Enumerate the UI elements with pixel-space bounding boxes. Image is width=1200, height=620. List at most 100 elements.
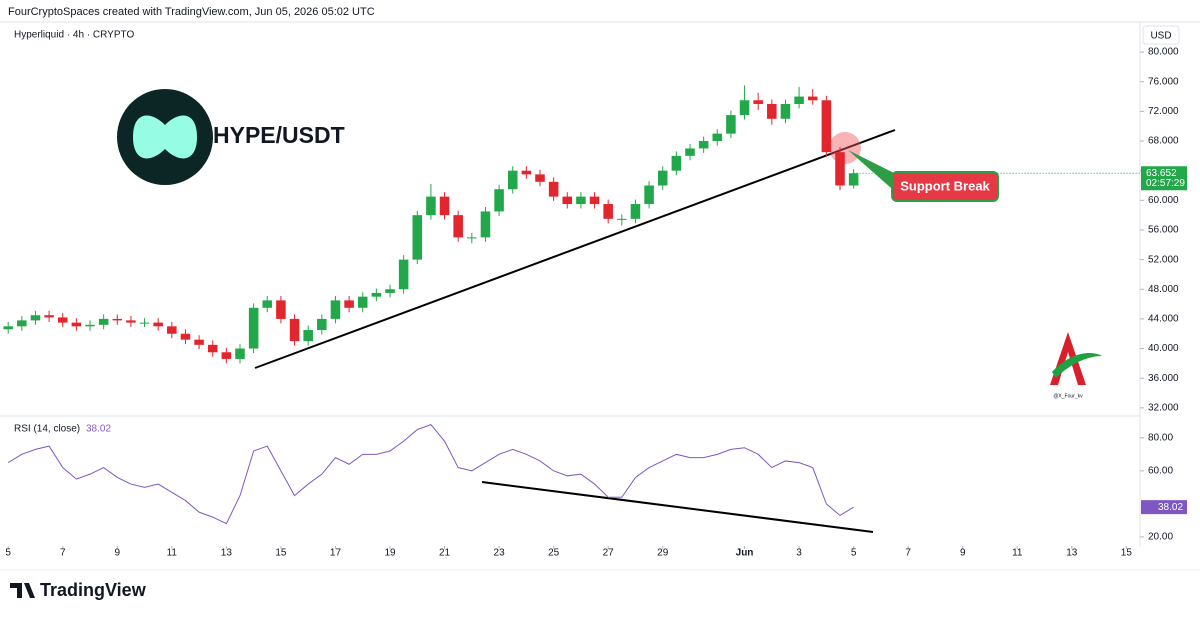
x-tick-label: 21 <box>439 548 451 559</box>
y-tick-label: 52.000 <box>1148 254 1179 265</box>
y-tick-label: 36.000 <box>1148 373 1179 384</box>
candle-body <box>494 189 504 212</box>
x-tick-label: Jun <box>736 548 754 559</box>
break-marker <box>829 132 861 164</box>
candle-body <box>685 148 695 156</box>
symbol: Hyperliquid · 4h · CRYPTO <box>14 30 134 41</box>
rsi-tag <box>1141 500 1187 515</box>
x-tick-label: 11 <box>1012 548 1023 559</box>
x-tick-label: 9 <box>960 548 966 559</box>
candle-body <box>112 318 123 321</box>
watermark-handle: @X_Four_kv <box>1053 393 1083 399</box>
candle-body <box>85 324 95 327</box>
candle-body <box>767 103 777 119</box>
candle-body <box>807 96 818 101</box>
x-tick-label: 9 <box>114 548 120 559</box>
candle-body <box>126 320 136 323</box>
x-tick-label: 7 <box>60 548 66 559</box>
callout-box <box>891 171 999 202</box>
y-tick-label: 80.000 <box>1148 47 1179 58</box>
candle-body <box>412 215 423 260</box>
currency-box <box>1142 25 1180 45</box>
y-tick-label: 48.000 <box>1148 284 1179 295</box>
candle-body <box>276 300 286 319</box>
candle-body <box>153 322 163 327</box>
rsi-line <box>7 424 854 525</box>
candle-body <box>644 185 654 205</box>
candle-body <box>753 100 763 104</box>
candle-body <box>357 296 368 308</box>
candle-body <box>139 322 150 324</box>
candle-body <box>467 237 477 239</box>
candle-body <box>617 218 627 220</box>
x-tick-label: 27 <box>603 548 615 559</box>
candle-body <box>57 317 68 323</box>
y-tick-label: 44.000 <box>1148 314 1179 325</box>
callout-pointer <box>848 150 900 196</box>
x-tick-label: 15 <box>1121 548 1133 559</box>
candle-body <box>289 318 300 342</box>
rsi-tag-value: 38.02 <box>1158 502 1183 513</box>
y-tick-label: 60.00 <box>1148 465 1173 476</box>
candle-body <box>821 100 832 153</box>
candle-body <box>3 326 13 330</box>
candle-body <box>603 204 613 219</box>
candle-body <box>235 348 245 359</box>
x-tick-label: 13 <box>221 548 233 559</box>
candle-body <box>589 196 600 205</box>
y-tick-label: 60.000 <box>1148 195 1179 206</box>
candle-body <box>71 322 82 327</box>
x-tick-label: 15 <box>275 548 287 559</box>
x-tick-label: 29 <box>657 548 669 559</box>
candle-body <box>480 211 491 238</box>
y-tick-label: 76.000 <box>1148 76 1179 87</box>
candle-body <box>671 155 682 171</box>
x-tick-label: 11 <box>167 548 178 559</box>
candle-body <box>794 96 804 104</box>
trendline <box>254 129 896 369</box>
candle-body <box>207 344 218 353</box>
candle-body <box>30 315 41 321</box>
attribution: FourCryptoSpaces created with TradingVie… <box>8 6 375 18</box>
y-tick-label: 72.000 <box>1148 106 1179 117</box>
candle-body <box>194 339 204 345</box>
pair-title: HYPE/USDT <box>213 122 345 148</box>
candle-body <box>180 333 191 340</box>
candle-body <box>385 289 395 293</box>
candle-body <box>303 330 313 342</box>
candle-body <box>698 141 709 149</box>
x-tick-label: 3 <box>796 548 802 559</box>
brand-logo <box>10 583 35 598</box>
candle-body <box>726 115 736 134</box>
x-tick-label: 19 <box>384 548 396 559</box>
y-tick-label: 40.000 <box>1148 343 1179 354</box>
x-tick-label: 5 <box>5 548 11 559</box>
rsi-title: RSI (14, close) <box>14 424 80 435</box>
y-tick-label: 20.00 <box>1148 532 1173 543</box>
candle-body <box>371 292 382 297</box>
candle-body <box>221 352 232 359</box>
candle-body <box>453 215 463 238</box>
watermark-swoosh <box>1052 353 1102 378</box>
candle-body <box>262 300 273 308</box>
candle-body <box>712 133 723 142</box>
candle-body <box>317 318 327 331</box>
candle-body <box>848 173 859 186</box>
last-price-tag <box>1141 166 1187 191</box>
candle-body <box>780 103 791 119</box>
rsi-trendline <box>481 481 874 533</box>
last-price: 63.652 <box>1146 168 1177 179</box>
candle-body <box>330 300 341 319</box>
x-tick-label: 5 <box>851 548 857 559</box>
x-tick-label: 13 <box>1066 548 1078 559</box>
candle-body <box>835 152 845 186</box>
y-tick-label: 80.00 <box>1148 432 1173 443</box>
candle-body <box>17 320 27 327</box>
candle-body <box>344 300 354 308</box>
y-tick-label: 32.000 <box>1148 402 1179 413</box>
logo-mark <box>133 115 197 159</box>
x-tick-label: 17 <box>330 548 342 559</box>
candle-body <box>398 259 409 290</box>
candle-body <box>426 196 436 216</box>
